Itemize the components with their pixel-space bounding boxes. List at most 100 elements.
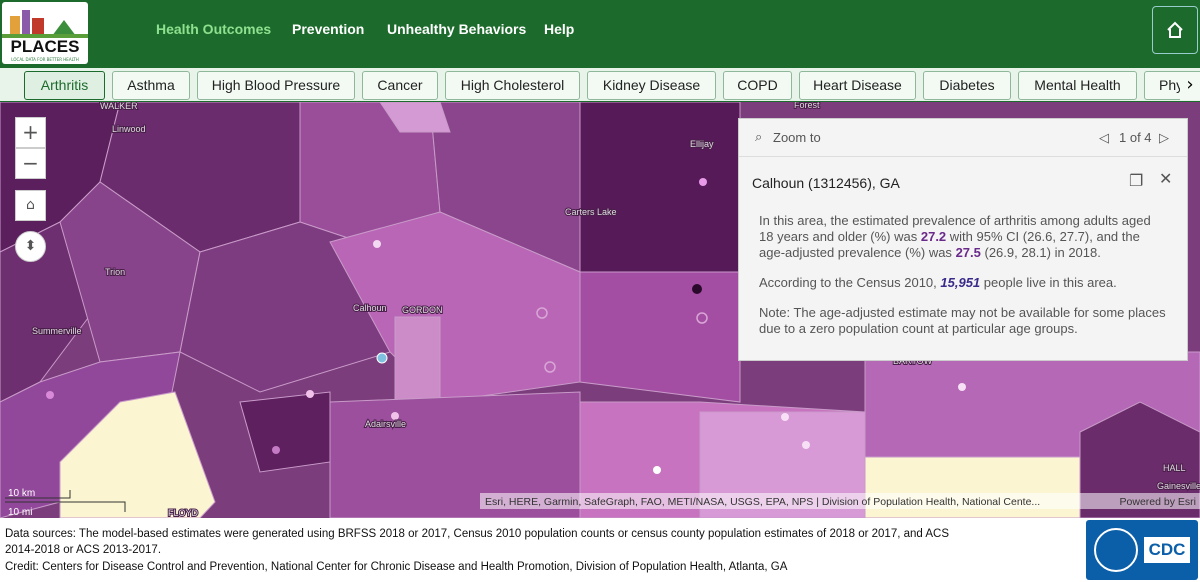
tab[interactable]: Heart Disease	[799, 71, 916, 100]
tab[interactable]: Kidney Disease	[587, 71, 716, 100]
nav-link[interactable]: Prevention	[292, 21, 365, 37]
pager-next[interactable]: ▷	[1159, 130, 1169, 145]
popup-toolbar: ⌕ Zoom to ◁ 1 of 4 ▷	[739, 119, 1187, 157]
header: PLACES LOCAL DATA FOR BETTER HEALTH Heal…	[0, 0, 1200, 66]
zoom-to[interactable]: Zoom to	[773, 130, 821, 145]
map-region	[379, 102, 451, 133]
map-label: Trion	[105, 267, 125, 277]
sources: Data sources: The model-based estimates …	[5, 528, 950, 556]
map-point[interactable]	[781, 413, 789, 421]
map-point[interactable]	[272, 446, 280, 454]
scale-bar: 10 km 10 mi	[5, 488, 126, 518]
tab[interactable]: Asthma	[112, 71, 190, 100]
map-regions	[0, 102, 1200, 518]
value: 15,951	[940, 275, 981, 290]
scale-line	[5, 490, 71, 499]
scale-label: 10 mi	[8, 507, 32, 518]
nav-link[interactable]: Help	[544, 21, 575, 37]
tab-bar: Arthritis Asthma High Blood Pressure Can…	[0, 66, 1200, 102]
tab[interactable]: Cancer	[362, 71, 438, 100]
compass[interactable]: ⬍	[15, 231, 46, 262]
map-region	[699, 411, 866, 518]
nav-link[interactable]: Unhealthy Behaviors	[387, 21, 527, 37]
dock-button[interactable]: ❐	[1129, 173, 1144, 190]
map-label: WALKER	[100, 102, 138, 111]
map-region	[394, 316, 441, 403]
zoom-in[interactable]: +	[15, 117, 46, 148]
zoom-to-icon[interactable]: ⌕	[755, 129, 763, 144]
map-point[interactable]	[391, 412, 399, 420]
text: with 95% CI (26.6, 27.7), and the age-ad…	[759, 229, 1140, 260]
map-label: Forest	[794, 102, 820, 110]
nav-link[interactable]: Health Outcomes	[156, 21, 272, 37]
tab-scroll[interactable]: ›	[1180, 72, 1200, 100]
popup-header: Calhoun (1312456), GA ❐ ✕	[739, 157, 1187, 213]
text: people live in this area.	[980, 275, 1117, 290]
map-label: Adairsville	[365, 419, 406, 429]
cdc-text: CDC	[1144, 537, 1190, 563]
tab[interactable]: COPD	[723, 71, 792, 100]
map-point-selected[interactable]	[376, 352, 388, 364]
popup-note: Note: The age-adjusted estimate may not …	[759, 305, 1166, 336]
home-button[interactable]	[1152, 6, 1198, 54]
map-region	[579, 102, 741, 273]
logo[interactable]: PLACES LOCAL DATA FOR BETTER HEALTH	[2, 2, 88, 64]
map-point[interactable]	[536, 307, 548, 319]
tab[interactable]: High Blood Pressure	[197, 71, 355, 100]
map-point[interactable]	[306, 390, 314, 398]
value: 27.2	[920, 229, 947, 244]
footer: Data sources: The model-based estimates …	[0, 518, 1200, 582]
cdc-logo[interactable]: CDC	[1086, 520, 1198, 580]
credit: Credit: Centers for Disease Control and …	[5, 561, 788, 573]
scale-label: 10 km	[8, 488, 35, 499]
home-icon	[1167, 21, 1183, 38]
logo-title: PLACES	[10, 37, 80, 56]
logo-tagline: LOCAL DATA FOR BETTER HEALTH	[11, 57, 79, 62]
text: (26.9, 28.1) in 2018.	[980, 245, 1101, 260]
popup-paragraph: According to the Census 2010, 15,951 peo…	[759, 275, 1167, 291]
hhs-seal	[1094, 528, 1138, 572]
map-point[interactable]	[699, 178, 707, 186]
map-label: Summerville	[32, 326, 82, 336]
map-point[interactable]	[46, 391, 54, 399]
close-button[interactable]: ✕	[1159, 171, 1173, 188]
tab[interactable]: Diabetes	[923, 71, 1011, 100]
logo-art	[2, 10, 88, 38]
map-point[interactable]	[692, 284, 702, 294]
map-point[interactable]	[653, 466, 661, 474]
home-extent[interactable]: ⌂	[15, 190, 46, 221]
attribution: Esri, HERE, Garmin, SafeGraph, FAO, METI…	[485, 496, 1040, 508]
map-label: HALL	[1163, 463, 1186, 473]
popup: ⌕ Zoom to ◁ 1 of 4 ▷ Calhoun (1312456), …	[738, 118, 1188, 361]
map-points	[46, 178, 966, 474]
map-region	[329, 391, 581, 518]
map-point[interactable]	[802, 441, 810, 449]
tab[interactable]: High Cholesterol	[445, 71, 580, 100]
text: According to the Census 2010,	[759, 275, 941, 290]
map-point[interactable]	[696, 312, 708, 324]
popup-title: Calhoun (1312456), GA	[752, 175, 900, 191]
popup-paragraph: In this area, the estimated prevalence o…	[759, 213, 1167, 261]
pager-prev[interactable]: ◁	[1099, 130, 1109, 145]
powered-by: Powered by Esri	[1120, 496, 1196, 508]
attribution-bg	[480, 493, 1200, 509]
map-label: Ellijay	[690, 139, 714, 149]
pager: 1 of 4	[1119, 130, 1152, 145]
map-label: Carters Lake	[565, 207, 617, 217]
map-label: GORDON	[402, 305, 443, 315]
map-point[interactable]	[544, 361, 556, 373]
map-label: Gainesville	[1157, 481, 1200, 491]
value: 27.5	[955, 245, 981, 260]
scale-line	[5, 501, 126, 512]
tab[interactable]: Mental Health	[1018, 71, 1137, 100]
text: In this area, the estimated prevalence o…	[759, 213, 1151, 244]
tab[interactable]: Arthritis	[24, 71, 105, 100]
map-point[interactable]	[373, 240, 381, 248]
map-label: Linwood	[112, 124, 146, 134]
zoom-out[interactable]: −	[15, 148, 46, 179]
map-point[interactable]	[958, 383, 966, 391]
map-region	[59, 391, 216, 518]
map-label: FLOYD	[168, 508, 199, 518]
